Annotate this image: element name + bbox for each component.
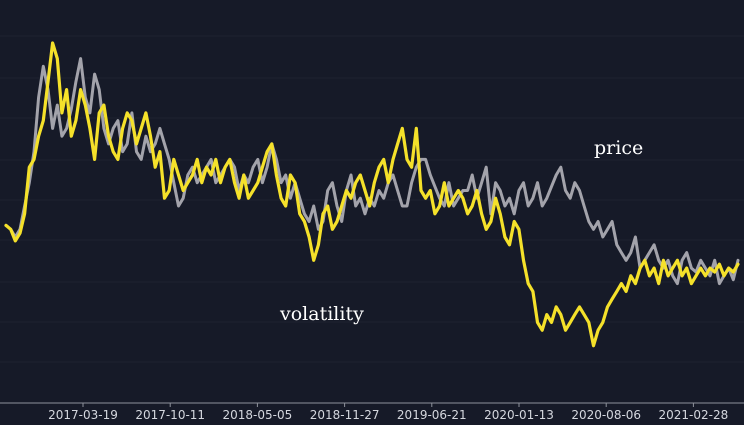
x-axis-ticks: 2017-03-19 2017-10-11 2018-05-05 2018-11-27… [48, 403, 728, 422]
x-tick-label-6: 2020-08-06 [571, 408, 641, 422]
series-lines [4, 41, 740, 348]
price-annotation: price [594, 137, 643, 159]
x-tick-label-0: 2017-03-19 [48, 408, 118, 422]
volatility-annotation: volatility [279, 303, 364, 325]
x-tick-label-4: 2019-06-21 [397, 408, 467, 422]
x-tick-label-5: 2020-01-13 [484, 408, 554, 422]
x-tick-label-2: 2018-05-05 [223, 408, 293, 422]
series-line-volatility [4, 41, 740, 348]
x-tick-label-7: 2021-02-28 [659, 408, 729, 422]
x-tick-label-3: 2018-11-27 [310, 408, 380, 422]
x-tick-label-1: 2017-10-11 [135, 408, 205, 422]
